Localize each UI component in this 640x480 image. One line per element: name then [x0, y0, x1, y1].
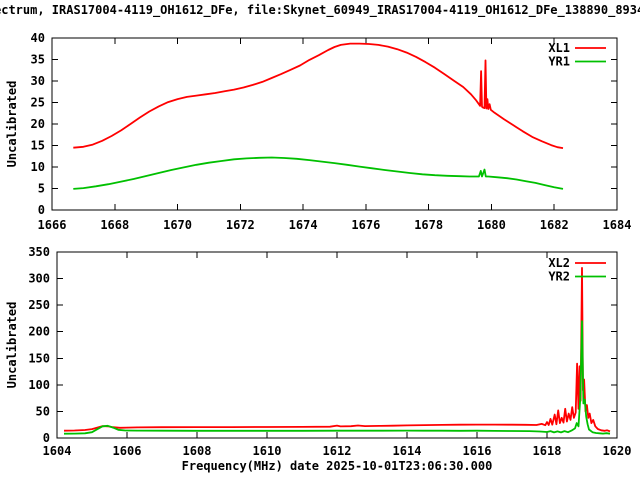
y-tick-label: 50: [36, 404, 50, 418]
series-YR1-line: [73, 156, 564, 190]
panel-bottom: 1604 1606 1608 1610 1612 1614 1616 1618 1620 0 50 1…: [5, 245, 631, 458]
y-tick-label: 35: [31, 53, 45, 67]
x-tick-label: 1608: [183, 444, 212, 458]
x-tick-label: 1612: [323, 444, 352, 458]
legend-label-YR1: YR1: [548, 55, 570, 69]
x-tick-label: 1666: [38, 218, 67, 232]
y-tick-label: 20: [31, 117, 45, 131]
legend-label-YR2: YR2: [548, 270, 570, 284]
y-tick-label: 40: [31, 31, 45, 45]
series-YR2-line: [63, 320, 611, 435]
y-tick-label: 100: [28, 378, 50, 392]
x-tick-label: 1680: [477, 218, 506, 232]
x-tick-label: 1606: [113, 444, 142, 458]
y-axis-title: Uncalibrated: [5, 302, 19, 389]
x-tick-label: 1618: [533, 444, 562, 458]
x-tick-label: 1678: [414, 218, 443, 232]
x-tick-label: 1668: [100, 218, 129, 232]
x-tick-label: 1672: [226, 218, 255, 232]
y-tick-label: 150: [28, 351, 50, 365]
series-XL1-line: [73, 42, 564, 149]
plot-border: [51, 37, 618, 211]
x-tick-label: 1684: [603, 218, 632, 232]
x-tick-label: 1616: [463, 444, 492, 458]
y-tick-label: 300: [28, 272, 50, 286]
y-tick-label: 350: [28, 245, 50, 259]
x-tick-label: 1620: [603, 444, 632, 458]
y-tick-label: 25: [31, 96, 45, 110]
x-tick-label: 1670: [163, 218, 192, 232]
y-tick-label: 5: [38, 182, 45, 196]
x-tick-label: 1610: [253, 444, 282, 458]
y-tick-label: 15: [31, 139, 45, 153]
y-tick-label: 30: [31, 74, 45, 88]
plot-border: [56, 251, 618, 439]
x-tick-label: 1674: [289, 218, 318, 232]
x-axis-title: Frequency(MHz) date 2025-10-01T23:06:30.…: [181, 459, 493, 473]
y-axis-title: Uncalibrated: [5, 81, 19, 168]
x-tick-label: 1676: [351, 218, 380, 232]
panel-top: 1666 1668 1670 1672 1674 1676 1678 1680 1682 1684…: [5, 31, 631, 232]
y-tick-label: 0: [38, 203, 45, 217]
legend-label-XL2: XL2: [548, 256, 570, 270]
x-tick-label: 1614: [393, 444, 422, 458]
x-tick-label: 1604: [43, 444, 72, 458]
y-tick-label: 200: [28, 325, 50, 339]
x-tick-label: 1682: [540, 218, 569, 232]
legend-label-XL1: XL1: [548, 41, 570, 55]
y-tick-label: 250: [28, 298, 50, 312]
y-tick-label: 0: [43, 431, 50, 445]
y-tick-label: 10: [31, 160, 45, 174]
series-XL2-line: [63, 266, 611, 433]
plot-title: ectrum, IRAS17004-4119_OH1612_DFe, file:…: [0, 3, 640, 17]
